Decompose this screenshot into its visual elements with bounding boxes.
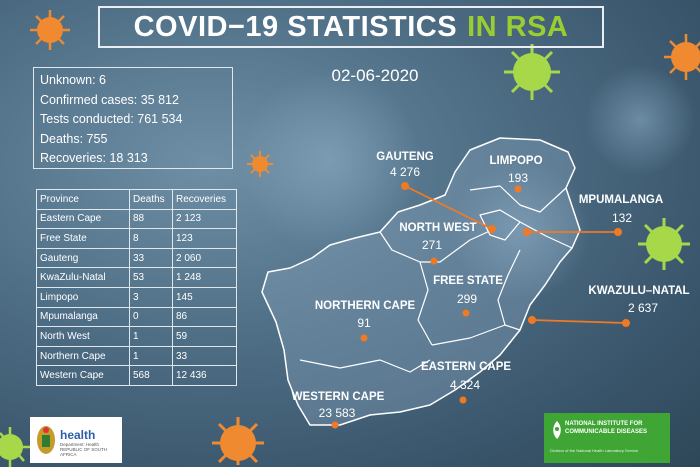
orange-virus-icon xyxy=(247,151,273,177)
unknown-stat: Unknown: 6 xyxy=(40,73,107,87)
mpumalanga-label: MPUMALANGA xyxy=(578,194,664,206)
nicd-title: NATIONAL INSTITUTE FOR COMMUNICABLE DISE… xyxy=(565,421,648,435)
eastern-cape-value: 4 324 xyxy=(449,378,481,392)
western-cape-value: 23 583 xyxy=(318,406,356,420)
western-cape-label: WESTERN CAPE xyxy=(291,391,385,403)
kzn-marker xyxy=(528,316,536,324)
eastern-cape-label: EASTERN CAPE xyxy=(420,361,512,373)
border-wc xyxy=(299,359,431,373)
free-state-marker xyxy=(462,309,470,317)
gauteng-label: GAUTENG xyxy=(376,151,434,163)
table-row: Eastern Cape 88 2 123 xyxy=(36,208,237,230)
kzn-leader xyxy=(531,319,627,324)
gauteng-marker xyxy=(401,182,409,190)
province-table: Province Deaths Recoveries Eastern Cape 8… xyxy=(36,189,237,386)
northern-cape-marker xyxy=(360,334,368,342)
limpopo-label: LIMPOPO xyxy=(489,155,543,167)
border-limpopo xyxy=(469,185,567,213)
free-state-label: FREE STATE xyxy=(433,275,503,287)
northern-cape-value: 91 xyxy=(357,316,371,330)
table-header-row: Province Deaths Recoveries xyxy=(36,189,237,210)
border-mpumalanga xyxy=(519,221,573,249)
nicd-subtext: Division of the National Health Laborato… xyxy=(550,448,639,453)
table-row: Limpopo 3 145 xyxy=(36,286,237,308)
table-row: North West 1 59 xyxy=(36,326,237,347)
table-row: Western Cape 568 12 436 xyxy=(36,365,237,386)
gauteng-marker xyxy=(488,225,496,233)
mpumalanga-marker xyxy=(523,228,531,236)
limpopo-marker xyxy=(514,185,522,193)
green-virus-icon xyxy=(638,218,690,270)
mpumalanga-value: 132 xyxy=(611,211,633,225)
table-row: Northern Cape 1 33 xyxy=(36,345,237,367)
border-fs-kzn xyxy=(497,249,521,331)
north-west-marker xyxy=(430,257,438,265)
report-date: 02-06-2020 xyxy=(331,66,419,85)
green-virus-icon xyxy=(504,44,560,100)
kzn-marker xyxy=(622,319,630,327)
table-row: Gauteng 33 2 060 xyxy=(36,247,237,269)
kwazulu-natal-label: KWAZULU–NATAL xyxy=(588,285,690,297)
recoveries-stat: Recoveries: 18 313 xyxy=(40,151,148,165)
coat-of-arms-icon xyxy=(37,426,55,454)
free-state-value: 299 xyxy=(456,292,478,306)
north-west-value: 271 xyxy=(421,238,443,252)
limpopo-value: 193 xyxy=(507,171,529,185)
orange-virus-icon xyxy=(30,10,70,50)
kwazulu-natal-value: 2 637 xyxy=(627,301,659,315)
deaths-stat: Deaths: 755 xyxy=(40,131,108,146)
health-subtext: Department: Health REPUBLIC OF SOUTH AFR… xyxy=(60,442,108,457)
border-nc-fs xyxy=(417,261,433,346)
gauteng-leader xyxy=(404,185,493,230)
table-cell: 12 436 xyxy=(172,365,237,386)
confirmed-stat: Confirmed cases: 35 812 xyxy=(40,92,179,107)
orange-virus-icon xyxy=(212,417,264,465)
nicd-logo xyxy=(544,413,670,463)
border-ec xyxy=(431,324,506,346)
green-virus-icon xyxy=(0,427,30,467)
northern-cape-label: NORTHERN CAPE xyxy=(314,300,416,312)
title-main: COVID−19 STATISTICS xyxy=(133,10,458,43)
western-cape-marker xyxy=(331,421,339,429)
border-nw xyxy=(379,229,493,263)
eastern-cape-marker xyxy=(459,396,467,404)
summary-box: Unknown: 6 Confirmed cases: 35 812 Tests… xyxy=(33,67,233,169)
north-west-label: NORTH WEST xyxy=(399,222,477,234)
orange-virus-icon xyxy=(664,34,700,80)
page-title: COVID−19 STATISTICS IN RSA xyxy=(98,6,604,48)
tests-stat: Tests conducted: 761 534 xyxy=(40,112,183,126)
title-highlight: IN RSA xyxy=(467,10,569,43)
health-wordmark: health xyxy=(60,428,96,442)
mpumalanga-marker xyxy=(614,228,622,236)
gauteng-value: 4 276 xyxy=(389,165,421,179)
border-gauteng xyxy=(479,209,521,241)
table-row: Free State 8 123 xyxy=(36,228,237,249)
nicd-emblem-icon xyxy=(553,421,561,439)
